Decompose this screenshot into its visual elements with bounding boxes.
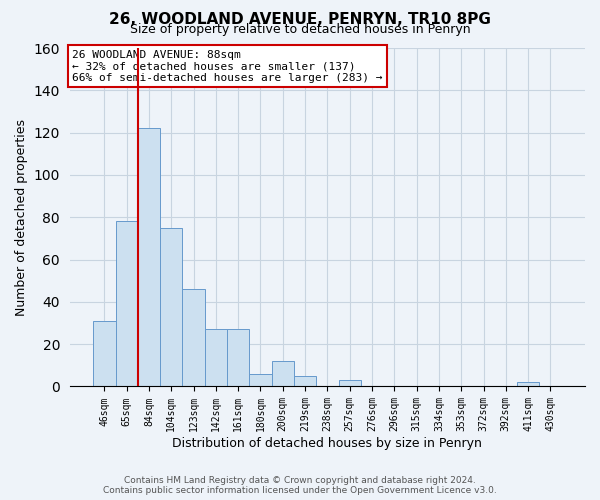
Bar — [116, 222, 138, 386]
Bar — [272, 361, 294, 386]
X-axis label: Distribution of detached houses by size in Penryn: Distribution of detached houses by size … — [172, 437, 482, 450]
Y-axis label: Number of detached properties: Number of detached properties — [15, 118, 28, 316]
Bar — [294, 376, 316, 386]
Bar — [227, 330, 250, 386]
Bar — [338, 380, 361, 386]
Bar — [138, 128, 160, 386]
Text: 26 WOODLAND AVENUE: 88sqm
← 32% of detached houses are smaller (137)
66% of semi: 26 WOODLAND AVENUE: 88sqm ← 32% of detac… — [73, 50, 383, 83]
Bar — [517, 382, 539, 386]
Text: Size of property relative to detached houses in Penryn: Size of property relative to detached ho… — [130, 22, 470, 36]
Bar — [160, 228, 182, 386]
Bar — [93, 321, 116, 386]
Bar — [250, 374, 272, 386]
Text: Contains HM Land Registry data © Crown copyright and database right 2024.
Contai: Contains HM Land Registry data © Crown c… — [103, 476, 497, 495]
Bar — [182, 289, 205, 386]
Bar — [205, 330, 227, 386]
Text: 26, WOODLAND AVENUE, PENRYN, TR10 8PG: 26, WOODLAND AVENUE, PENRYN, TR10 8PG — [109, 12, 491, 28]
